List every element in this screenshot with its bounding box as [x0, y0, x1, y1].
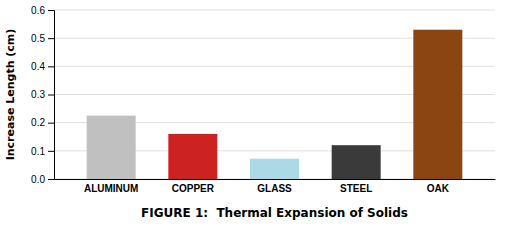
- x-tick-label: GLASS: [257, 183, 292, 194]
- plot-area: 0.0 0.1 0.2 0.3 0.4 0.5 0.6 ALUMINUM COPPER GLASS…: [31, 5, 495, 194]
- x-tick-label: COPPER: [172, 183, 215, 194]
- y-tick-mark: [48, 151, 54, 152]
- y-tick: 0.2: [31, 117, 54, 128]
- x-tick: GLASS: [257, 183, 292, 194]
- y-tick: 0.4: [31, 61, 54, 72]
- y-tick-mark: [48, 66, 54, 67]
- y-axis: 0.0 0.1 0.2 0.3 0.4 0.5 0.6: [31, 5, 54, 185]
- y-tick-label: 0.5: [31, 33, 45, 44]
- y-tick-label: 0.1: [31, 146, 45, 157]
- y-axis-title: Increase Length (cm): [4, 29, 17, 161]
- grid-line: [54, 10, 495, 11]
- bar: [413, 30, 462, 179]
- x-axis: ALUMINUM COPPER GLASS STEEL OAK: [55, 180, 496, 195]
- y-tick-mark: [48, 123, 54, 124]
- grid: [54, 10, 495, 179]
- y-tick-label: 0.6: [31, 5, 45, 16]
- x-tick: OAK: [427, 183, 450, 194]
- y-tick-mark: [48, 10, 54, 11]
- chart: 0.0 0.1 0.2 0.3 0.4 0.5 0.6 ALUMINUM COPPER GLASS…: [0, 0, 509, 225]
- y-tick-mark: [48, 95, 54, 96]
- y-tick-mark: [48, 179, 54, 180]
- x-tick-label: OAK: [427, 183, 450, 194]
- axis-line: [55, 179, 496, 180]
- y-tick: 0.6: [31, 5, 54, 16]
- y-tick: 0.1: [31, 146, 54, 157]
- bar: [168, 134, 217, 179]
- bar: [87, 116, 136, 179]
- bars: [87, 30, 463, 179]
- y-tick-label: 0.2: [31, 117, 45, 128]
- x-tick: ALUMINUM: [84, 183, 138, 194]
- x-axis-title: FIGURE 1: Thermal Expansion of Solids: [141, 206, 408, 220]
- y-tick-label: 0.0: [31, 174, 45, 185]
- y-tick: 0.5: [31, 33, 54, 44]
- y-tick-label: 0.3: [31, 89, 45, 100]
- bar: [332, 145, 381, 179]
- x-tick: COPPER: [172, 183, 215, 194]
- bar: [250, 159, 299, 179]
- y-tick-mark: [48, 38, 54, 39]
- x-tick-label: STEEL: [340, 183, 372, 194]
- x-tick: STEEL: [340, 183, 372, 194]
- y-tick: 0.3: [31, 89, 54, 100]
- y-tick: 0.0: [31, 174, 54, 185]
- axis-line: [48, 11, 55, 180]
- chart-container: 0.0 0.1 0.2 0.3 0.4 0.5 0.6 ALUMINUM COPPER GLASS…: [0, 0, 509, 225]
- x-tick-label: ALUMINUM: [84, 183, 138, 194]
- y-tick-label: 0.4: [31, 61, 45, 72]
